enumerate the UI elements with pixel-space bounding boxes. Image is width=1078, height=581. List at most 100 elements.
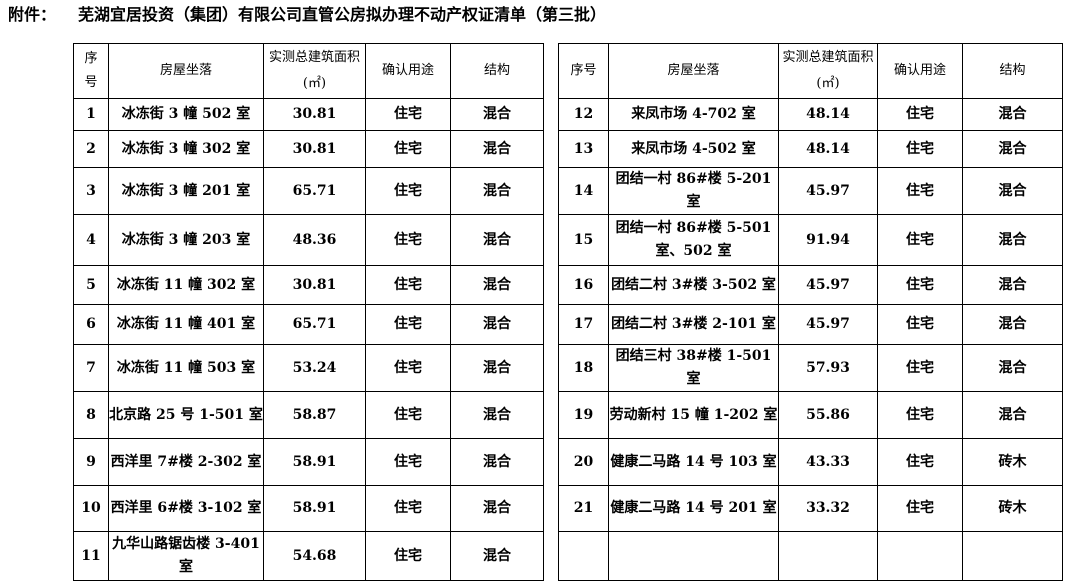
attachment-label: 附件：: [8, 5, 57, 24]
header-seq: 序 号: [73, 43, 109, 99]
cell-location: 西洋里 7#楼 2-302 室: [108, 438, 264, 486]
cell-usage: 住宅: [365, 391, 451, 439]
cell-usage: 住宅: [365, 167, 451, 215]
cell-structure: 混合: [450, 214, 544, 266]
cell-seq: 12: [558, 98, 609, 131]
cell-usage: 住宅: [365, 531, 451, 581]
cell-usage: 住宅: [365, 304, 451, 345]
gap-column: [543, 43, 559, 581]
cell-seq: 16: [558, 265, 609, 305]
cell-structure: 混合: [962, 98, 1063, 131]
cell-seq: 7: [73, 344, 109, 392]
cell-structure: 混合: [450, 167, 544, 215]
table-row: 10 西洋里 6#楼 3-102 室 58.91 住宅 混合 21 健康二马路 14 号 2…: [73, 485, 1063, 532]
cell-usage: 住宅: [365, 98, 451, 131]
cell-structure: 混合: [962, 265, 1063, 305]
cell-area: 65.71: [263, 304, 366, 345]
cell-location: 冰冻街 3 幢 203 室: [108, 214, 264, 266]
cell-seq: 9: [73, 438, 109, 486]
cell-seq: 15: [558, 214, 609, 266]
table-row: 7 冰冻街 11 幢 503 室 53.24 住宅 混合 18 团结三村 38#楼 1-50…: [73, 344, 1063, 392]
cell-area: 45.97: [778, 265, 878, 305]
cell-area: 45.97: [778, 167, 878, 215]
cell-area: 33.32: [778, 485, 878, 532]
table-row: 8 北京路 25 号 1-501 室 58.87 住宅 混合 19 劳动新村 15 幢 1-…: [73, 391, 1063, 439]
cell-usage: 住宅: [877, 130, 963, 168]
table-row: 1 冰冻街 3 幢 502 室 30.81 住宅 混合 12 来凤市场 4-702 室 48.…: [73, 98, 1063, 131]
header-usage: 确认用途: [877, 43, 963, 99]
cell-location: 来凤市场 4-502 室: [608, 130, 779, 168]
cell-usage: 住宅: [877, 265, 963, 305]
cell-seq: 20: [558, 438, 609, 486]
cell-structure: 砖木: [962, 485, 1063, 532]
header-area: 实测总建筑面积(㎡): [778, 43, 878, 99]
cell-area: 30.81: [263, 265, 366, 305]
cell-seq: [558, 531, 609, 581]
cell-area: 48.14: [778, 98, 878, 131]
cell-seq: 19: [558, 391, 609, 439]
cell-usage: 住宅: [877, 304, 963, 345]
cell-location: 冰冻街 11 幢 302 室: [108, 265, 264, 305]
cell-area: 58.87: [263, 391, 366, 439]
cell-location: 冰冻街 3 幢 302 室: [108, 130, 264, 168]
cell-area: 48.36: [263, 214, 366, 266]
table-row: 6 冰冻街 11 幢 401 室 65.71 住宅 混合 17 团结二村 3#楼 2-101…: [73, 304, 1063, 345]
cell-location: 冰冻街 3 幢 502 室: [108, 98, 264, 131]
cell-seq: 14: [558, 167, 609, 215]
cell-seq: 3: [73, 167, 109, 215]
cell-area: 65.71: [263, 167, 366, 215]
cell-usage: 住宅: [365, 438, 451, 486]
cell-area: 58.91: [263, 438, 366, 486]
cell-usage: 住宅: [365, 344, 451, 392]
cell-usage: 住宅: [365, 130, 451, 168]
cell-usage: 住宅: [877, 98, 963, 131]
table-row: 3 冰冻街 3 幢 201 室 65.71 住宅 混合 14 团结一村 86#楼 5-201…: [73, 167, 1063, 215]
cell-seq: 21: [558, 485, 609, 532]
cell-location: 来凤市场 4-702 室: [608, 98, 779, 131]
cell-location: 冰冻街 11 幢 503 室: [108, 344, 264, 392]
header-location: 房屋坐落: [608, 43, 779, 99]
header-seq: 序号: [558, 43, 609, 99]
header-usage: 确认用途: [365, 43, 451, 99]
cell-structure: [962, 531, 1063, 581]
cell-seq: 11: [73, 531, 109, 581]
cell-area: 54.68: [263, 531, 366, 581]
cell-location: 冰冻街 11 幢 401 室: [108, 304, 264, 345]
header-structure: 结构: [450, 43, 544, 99]
cell-location: [608, 531, 779, 581]
cell-structure: 混合: [962, 167, 1063, 215]
cell-location: 团结一村 86#楼 5-501 室、502 室: [608, 214, 779, 266]
title-text: 芜湖宜居投资（集团）有限公司直管公房拟办理不动产权证清单（第三批）: [78, 5, 607, 24]
cell-usage: 住宅: [877, 167, 963, 215]
cell-area: 58.91: [263, 485, 366, 532]
cell-structure: 砖木: [962, 438, 1063, 486]
table-row: 11 九华山路锯齿楼 3-401 室 54.68 住宅 混合: [73, 531, 1063, 581]
cell-usage: 住宅: [877, 391, 963, 439]
cell-seq: 13: [558, 130, 609, 168]
cell-area: 30.81: [263, 130, 366, 168]
cell-structure: 混合: [450, 304, 544, 345]
table-row: 9 西洋里 7#楼 2-302 室 58.91 住宅 混合 20 健康二马路 14 号 10…: [73, 438, 1063, 486]
cell-structure: 混合: [962, 214, 1063, 266]
cell-structure: 混合: [450, 391, 544, 439]
document-title: 附件： 芜湖宜居投资（集团）有限公司直管公房拟办理不动产权证清单（第三批）: [8, 1, 606, 25]
cell-usage: 住宅: [365, 265, 451, 305]
cell-area: 57.93: [778, 344, 878, 392]
cell-seq: 2: [73, 130, 109, 168]
cell-structure: 混合: [450, 130, 544, 168]
cell-seq: 4: [73, 214, 109, 266]
cell-structure: 混合: [450, 531, 544, 581]
cell-structure: 混合: [450, 438, 544, 486]
cell-structure: 混合: [962, 130, 1063, 168]
cell-location: 健康二马路 14 号 103 室: [608, 438, 779, 486]
cell-seq: 8: [73, 391, 109, 439]
cell-seq: 18: [558, 344, 609, 392]
header-location: 房屋坐落: [108, 43, 264, 99]
cell-seq: 17: [558, 304, 609, 345]
header-structure: 结构: [962, 43, 1063, 99]
cell-area: 48.14: [778, 130, 878, 168]
cell-seq: 10: [73, 485, 109, 532]
table-row: 5 冰冻街 11 幢 302 室 30.81 住宅 混合 16 团结二村 3#楼 3-502…: [73, 265, 1063, 305]
cell-area: [778, 531, 878, 581]
cell-usage: 住宅: [365, 485, 451, 532]
